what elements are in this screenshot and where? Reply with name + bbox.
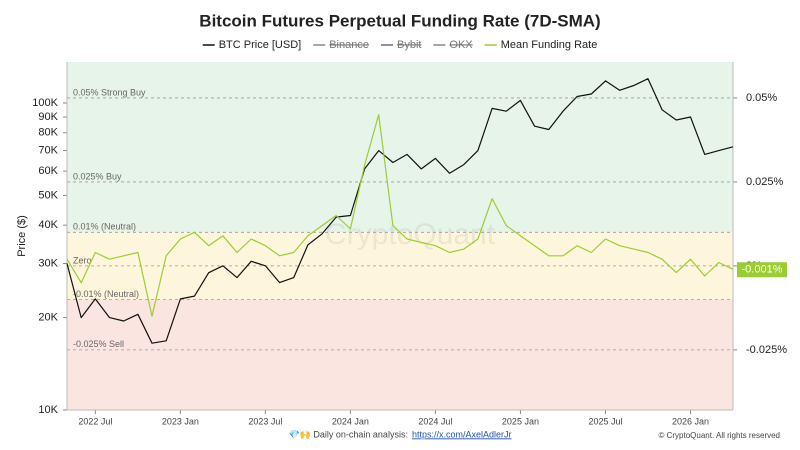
legend-label: Mean Funding Rate: [501, 39, 598, 51]
legend-item: OKX: [433, 39, 473, 51]
zone-label: 0.01% (Neutral): [73, 222, 136, 232]
y-tick-label: 100K: [32, 97, 58, 109]
zone-label: 0.025% Buy: [73, 171, 122, 181]
y-axis-label: Price ($): [16, 215, 28, 257]
value-label: -0.001%: [742, 264, 783, 276]
x-tick-label: 2025 Jan: [502, 416, 539, 426]
footer-text: 💎🙌 Daily on-chain analysis:: [288, 429, 407, 439]
copyright: © CryptoQuant. All rights reserved: [659, 431, 781, 440]
legend-item: BTC Price [USD]: [202, 39, 302, 51]
y2-tick-label: -0.025%: [746, 344, 787, 356]
zone-band: [67, 299, 733, 410]
y2-tick-label: 0.025%: [746, 176, 784, 188]
y-tick-label: 40K: [38, 219, 58, 231]
x-tick-label: 2023 Jan: [162, 416, 199, 426]
zone-label: Zero: [73, 255, 92, 265]
series-line: [66, 114, 734, 317]
footer-link[interactable]: https://x.com/AxelAdlerJr: [412, 429, 512, 439]
x-tick-label: 2023 Jul: [248, 416, 282, 426]
y2-tick-label: 0.05%: [746, 92, 777, 104]
zone-label: -0.025% Sell: [73, 339, 124, 349]
x-tick-label: 2024 Jul: [418, 416, 452, 426]
value-label-box: [737, 262, 787, 278]
zone-band: [67, 62, 733, 233]
x-tick-label: 2026 Jan: [672, 416, 709, 426]
legend-item: Bybit: [381, 39, 421, 51]
legend-label: OKX: [449, 39, 473, 51]
legend-label: BTC Price [USD]: [219, 39, 302, 51]
legend-label: Binance: [329, 39, 369, 51]
zone-label: 0.05% Strong Buy: [73, 87, 146, 97]
legend-item: Binance: [313, 39, 369, 51]
y-tick-label: 50K: [38, 189, 58, 201]
legend-label: Bybit: [397, 39, 421, 51]
chart-title: Bitcoin Futures Perpetual Funding Rate (…: [199, 11, 600, 30]
y-tick-label: 20K: [38, 311, 58, 323]
y-tick-label: 90K: [38, 111, 58, 123]
y-tick-label: 60K: [38, 165, 58, 177]
y-tick-label: 10K: [38, 404, 58, 416]
x-tick-label: 2022 Jul: [78, 416, 112, 426]
y-tick-label: 80K: [38, 127, 58, 139]
watermark: CryptoQuant: [325, 218, 496, 251]
x-tick-label: 2025 Jul: [588, 416, 622, 426]
x-tick-label: 2024 Jan: [332, 416, 369, 426]
legend-item: Mean Funding Rate: [484, 39, 598, 51]
zone-label: -0.01% (Neutral): [73, 289, 139, 299]
y-tick-label: 70K: [38, 144, 58, 156]
y-tick-label: 30K: [38, 257, 58, 269]
series-line: [66, 78, 734, 344]
